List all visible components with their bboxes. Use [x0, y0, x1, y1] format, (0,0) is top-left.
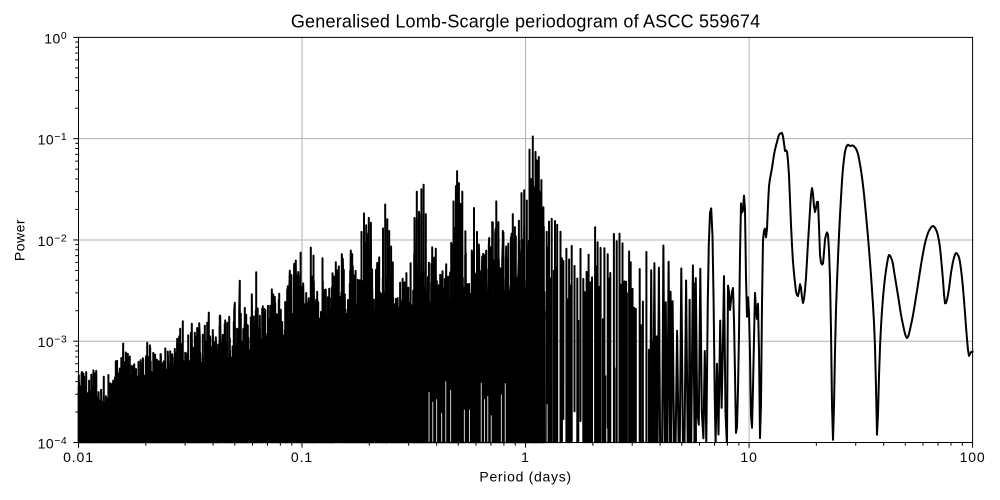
svg-text:10: 10 — [740, 449, 757, 465]
svg-text:0.1: 0.1 — [291, 449, 313, 465]
svg-text:Generalised Lomb-Scargle perio: Generalised Lomb-Scargle periodogram of … — [291, 12, 760, 32]
svg-text:Period (days): Period (days) — [479, 469, 571, 485]
svg-text:0.01: 0.01 — [63, 449, 94, 465]
svg-text:1: 1 — [521, 449, 530, 465]
svg-text:100: 100 — [960, 449, 986, 465]
svg-text:Power: Power — [11, 219, 27, 261]
